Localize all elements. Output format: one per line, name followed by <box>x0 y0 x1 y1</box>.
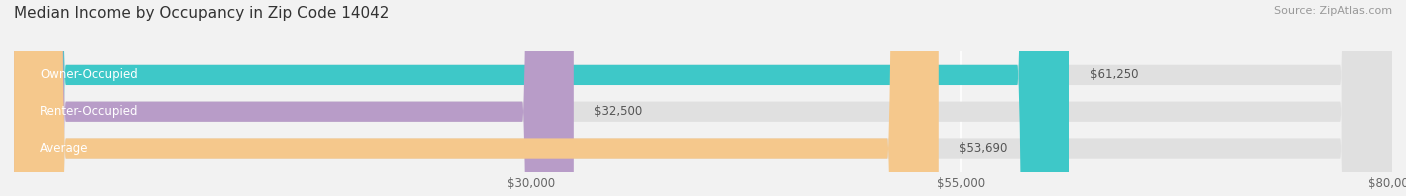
Text: Renter-Occupied: Renter-Occupied <box>39 105 138 118</box>
FancyBboxPatch shape <box>14 0 1392 196</box>
Text: Median Income by Occupancy in Zip Code 14042: Median Income by Occupancy in Zip Code 1… <box>14 6 389 21</box>
FancyBboxPatch shape <box>14 0 1392 196</box>
Text: $53,690: $53,690 <box>959 142 1008 155</box>
Text: Average: Average <box>39 142 89 155</box>
FancyBboxPatch shape <box>14 0 1392 196</box>
FancyBboxPatch shape <box>14 0 1069 196</box>
Text: $61,250: $61,250 <box>1090 68 1139 81</box>
Text: Source: ZipAtlas.com: Source: ZipAtlas.com <box>1274 6 1392 16</box>
FancyBboxPatch shape <box>14 0 574 196</box>
Text: $32,500: $32,500 <box>595 105 643 118</box>
Text: Owner-Occupied: Owner-Occupied <box>39 68 138 81</box>
FancyBboxPatch shape <box>14 0 939 196</box>
